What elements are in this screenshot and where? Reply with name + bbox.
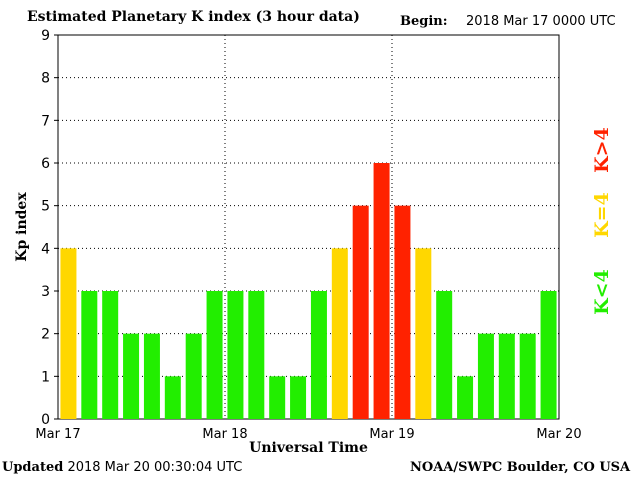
kp-bar — [310, 291, 327, 419]
y-tick-label: 7 — [41, 113, 50, 129]
y-tick-label: 8 — [41, 71, 50, 87]
y-tick-label: 4 — [41, 241, 50, 257]
x-tick-label: Mar 17 — [35, 427, 80, 442]
plot-frame — [57, 34, 560, 420]
y-tick-label: 2 — [41, 327, 50, 343]
kp-bar — [373, 163, 390, 419]
kp-bar — [519, 333, 536, 419]
updated-stamp: Updated 2018 Mar 20 00:30:04 UTC — [2, 460, 242, 475]
y-tick-label: 5 — [41, 199, 50, 215]
x-tick-label: Mar 20 — [536, 427, 581, 442]
y-tick-label: 9 — [41, 28, 50, 44]
legend-entry: K<4 — [591, 269, 613, 315]
updated-value: 2018 Mar 20 00:30:04 UTC — [67, 460, 243, 475]
kp-bar — [352, 205, 369, 419]
kp-bar — [143, 333, 160, 419]
legend-entry: K=4 — [591, 192, 613, 238]
kp-bar — [498, 333, 515, 419]
kp-bar — [81, 291, 98, 419]
begin-label: Begin: — [400, 14, 448, 29]
kp-bar — [457, 376, 474, 419]
kp-bar — [185, 333, 202, 419]
updated-label: Updated — [2, 460, 64, 475]
y-tick-label: 6 — [41, 156, 50, 172]
legend-entry: K>4 — [591, 127, 613, 173]
kp-bar — [415, 248, 432, 419]
kp-bar — [394, 205, 411, 419]
kp-bar — [477, 333, 494, 419]
kp-bar — [123, 333, 140, 419]
kp-bar — [164, 376, 181, 419]
chart-title: Estimated Planetary K index (3 hour data… — [27, 9, 360, 25]
kp-bar — [248, 291, 265, 419]
x-tick-label: Mar 19 — [369, 427, 414, 442]
kp-bar — [206, 291, 223, 419]
y-tick-label: 0 — [41, 412, 50, 428]
y-axis-label: Kp index — [14, 192, 30, 262]
x-axis-label: Universal Time — [249, 440, 368, 456]
kp-bar — [269, 376, 286, 419]
y-tick-label: 1 — [41, 369, 50, 385]
kp-bar — [436, 291, 453, 419]
kp-bar — [102, 291, 119, 419]
kp-bar — [227, 291, 244, 419]
credit-text: NOAA/SWPC Boulder, CO USA — [410, 460, 631, 475]
kp-bar — [540, 291, 557, 419]
y-tick-label: 3 — [41, 284, 50, 300]
kp-bar — [331, 248, 348, 419]
begin-value: 2018 Mar 17 0000 UTC — [466, 14, 616, 29]
x-tick-label: Mar 18 — [202, 427, 247, 442]
kp-bar — [60, 248, 77, 419]
kp-bar — [290, 376, 307, 419]
